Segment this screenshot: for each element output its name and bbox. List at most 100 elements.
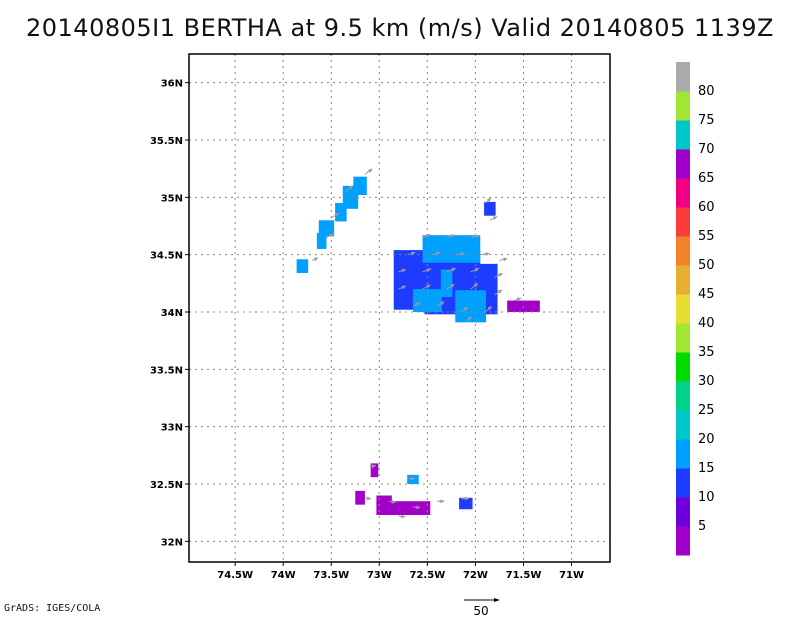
wind-vector-arrow: [460, 306, 469, 313]
wind-vector-arrow: [499, 257, 508, 262]
wind-vector-arrow: [408, 476, 416, 481]
longitude-tick-label: 71W: [559, 570, 584, 581]
wind-vector-arrow: [364, 168, 373, 175]
wind-vector-arrow: [364, 496, 372, 501]
wind-vector-head: [474, 267, 480, 272]
reference-vector-label: 50: [473, 604, 488, 618]
color-bar-label: 10: [698, 490, 715, 505]
color-bar-label: 35: [698, 345, 715, 360]
wind-vector-head: [415, 302, 421, 307]
wind-vector-head: [410, 476, 415, 481]
wind-vector-head: [313, 257, 319, 262]
wind-vector-arrow: [432, 251, 441, 256]
wind-vector-arrow: [480, 251, 490, 256]
color-bar-label: 80: [698, 84, 715, 99]
latitude-tick-label: 35N: [161, 193, 183, 204]
color-bar-segment: [676, 62, 690, 92]
latitude-tick-label: 33.5N: [150, 365, 183, 376]
wind-vector-arrow: [412, 505, 421, 510]
wind-vector-head: [348, 185, 354, 190]
latitude-tick-label: 32N: [161, 537, 183, 548]
wind-speed-patch: [484, 201, 496, 216]
wind-vector-head: [473, 283, 479, 288]
wind-vector-head: [426, 233, 431, 238]
wind-vector-head: [401, 268, 406, 273]
color-bar-label: 45: [698, 287, 715, 302]
wind-vector-arrow: [422, 268, 432, 273]
wind-vector-arrow: [330, 212, 340, 219]
color-bar-segment: [676, 120, 690, 150]
wind-vector-arrow: [470, 267, 480, 273]
color-bar: 5 10 15 20 25 30 35 40 45 50 55 60 65 70 75 80: [676, 62, 715, 556]
wind-speed-patch: [376, 495, 392, 510]
wind-vector-arrow: [489, 216, 498, 221]
wind-vector-arrow: [484, 306, 493, 313]
color-bar-label: 60: [698, 200, 715, 215]
latitude-tick-label: 33N: [161, 423, 183, 434]
longitude-tick-label: 71.5W: [506, 570, 542, 581]
wind-vector-head: [485, 251, 490, 256]
color-bar-label: 75: [698, 113, 715, 128]
wind-vector-head: [329, 233, 334, 238]
color-bar-segment: [676, 323, 690, 353]
wind-vector-arrow: [465, 316, 473, 322]
wind-vector-arrow: [369, 464, 377, 469]
wind-vector-head: [366, 496, 372, 501]
wind-vector-head: [474, 234, 480, 239]
wind-vector-head: [416, 505, 421, 510]
wind-vector-arrow: [436, 499, 445, 504]
wind-vector-arrow: [412, 302, 421, 307]
wind-vector-head: [486, 198, 492, 203]
wind-vector-head: [435, 251, 441, 256]
color-bar-label: 20: [698, 432, 715, 447]
color-bar-label: 40: [698, 316, 715, 331]
wind-vector-head: [426, 284, 431, 289]
color-bar-label: 70: [698, 142, 715, 157]
longitude-tick-label: 73.5W: [313, 570, 349, 581]
wind-vector-arrow: [494, 289, 503, 296]
wind-vector-head: [492, 216, 498, 221]
wind-vector-head: [464, 496, 470, 501]
wind-vector-arrow: [407, 251, 416, 256]
longitude-tick-label: 72.5W: [410, 570, 446, 581]
color-bar-segment: [676, 352, 690, 382]
wind-vector-head: [450, 234, 456, 239]
color-bar-label: 50: [698, 258, 715, 273]
color-bar-segment: [676, 410, 690, 440]
wind-vector-arrow: [422, 233, 431, 238]
color-bar-segment: [676, 91, 690, 121]
wind-speed-patch: [296, 259, 309, 274]
latitude-tick-label: 34N: [161, 308, 183, 319]
wind-vector-arrow: [436, 300, 445, 307]
wind-vector-head: [460, 252, 465, 256]
wind-vector-head: [426, 268, 432, 273]
wind-vector-arrow: [398, 514, 406, 519]
wind-vector-head: [401, 514, 406, 519]
color-bar-label: 15: [698, 461, 715, 476]
wind-vector-head: [467, 316, 473, 321]
wind-vector-head: [371, 464, 376, 469]
color-bar-label: 25: [698, 403, 715, 418]
wind-vector-head: [516, 297, 522, 302]
longitude-tick-label: 73W: [367, 570, 392, 581]
wind-vector-arrow: [484, 197, 492, 204]
reference-vector: 50: [464, 598, 500, 618]
map-frame: [188, 53, 611, 563]
wind-vector-head: [440, 499, 445, 504]
latitude-tick-label: 32.5N: [150, 480, 183, 491]
wind-vector-arrow: [494, 272, 503, 279]
wind-vector-head: [334, 213, 340, 217]
wind-vector-head: [451, 267, 456, 272]
latitude-tick-label: 35.5N: [150, 136, 183, 147]
longitude-tick-label: 74W: [271, 570, 296, 581]
wind-speed-patch: [422, 235, 481, 263]
wind-vector-arrow: [456, 252, 465, 256]
color-bar-segment: [676, 439, 690, 469]
color-bar-segment: [676, 265, 690, 295]
wind-vector-head: [450, 284, 455, 288]
wind-vector-head: [391, 499, 396, 504]
color-bar-segment: [676, 526, 690, 556]
wind-speed-patch: [335, 203, 347, 222]
longitude-tick-label: 74.5W: [217, 570, 253, 581]
wind-vector-head: [401, 285, 406, 290]
